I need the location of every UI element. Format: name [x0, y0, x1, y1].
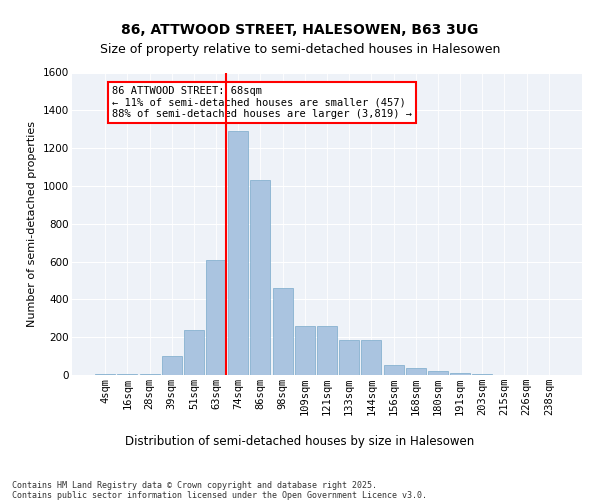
Bar [406, 368, 426, 375]
Text: Contains HM Land Registry data © Crown copyright and database right 2025.
Contai: Contains HM Land Registry data © Crown c… [12, 480, 427, 500]
Bar [95, 374, 115, 375]
Bar [140, 374, 160, 375]
Text: Distribution of semi-detached houses by size in Halesowen: Distribution of semi-detached houses by … [125, 435, 475, 448]
Text: 86, ATTWOOD STREET, HALESOWEN, B63 3UG: 86, ATTWOOD STREET, HALESOWEN, B63 3UG [121, 22, 479, 36]
Bar [295, 326, 315, 375]
Bar [428, 371, 448, 375]
Bar [450, 374, 470, 375]
Bar [472, 374, 492, 375]
Text: 86 ATTWOOD STREET: 68sqm
← 11% of semi-detached houses are smaller (457)
88% of : 86 ATTWOOD STREET: 68sqm ← 11% of semi-d… [112, 86, 412, 119]
Bar [250, 180, 271, 375]
Text: Size of property relative to semi-detached houses in Halesowen: Size of property relative to semi-detach… [100, 42, 500, 56]
Bar [272, 288, 293, 375]
Bar [162, 356, 182, 375]
Bar [317, 326, 337, 375]
Y-axis label: Number of semi-detached properties: Number of semi-detached properties [28, 120, 37, 327]
Bar [361, 340, 382, 375]
Bar [228, 131, 248, 375]
Bar [383, 364, 404, 375]
Bar [118, 374, 137, 375]
Bar [339, 340, 359, 375]
Bar [184, 330, 204, 375]
Bar [206, 260, 226, 375]
